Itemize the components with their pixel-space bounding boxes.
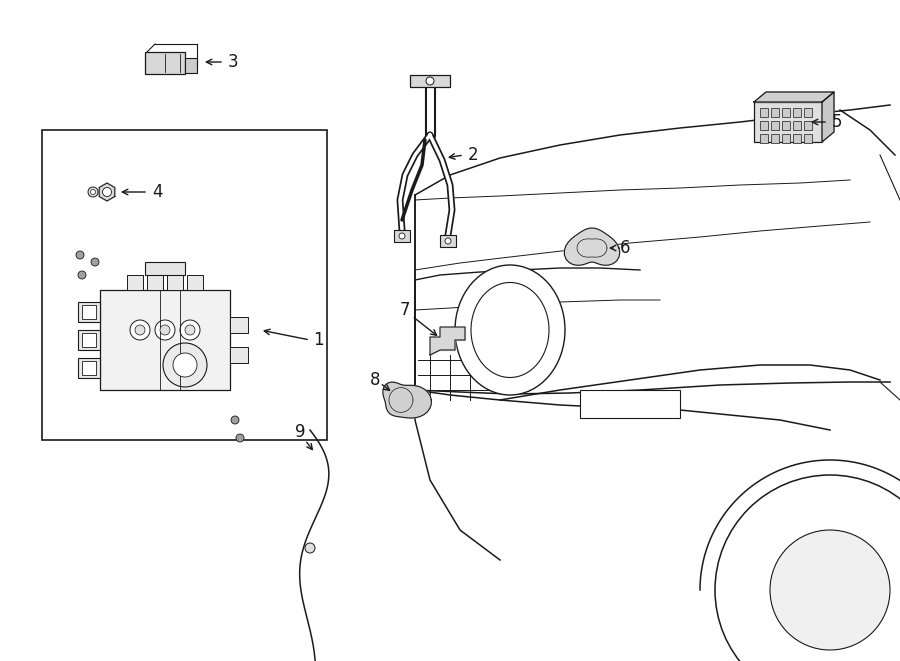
Circle shape bbox=[135, 325, 145, 335]
Bar bbox=[145, 52, 185, 74]
Polygon shape bbox=[564, 228, 620, 265]
Circle shape bbox=[399, 233, 405, 239]
Bar bbox=[167, 275, 183, 290]
Circle shape bbox=[76, 251, 84, 259]
Circle shape bbox=[103, 188, 112, 196]
Circle shape bbox=[163, 343, 207, 387]
Polygon shape bbox=[822, 92, 834, 142]
Circle shape bbox=[715, 475, 900, 661]
Circle shape bbox=[185, 325, 195, 335]
Bar bbox=[78, 302, 100, 322]
Bar bbox=[580, 390, 680, 418]
Circle shape bbox=[78, 271, 86, 279]
Text: 3: 3 bbox=[228, 53, 238, 71]
Bar bbox=[760, 121, 768, 130]
Text: 4: 4 bbox=[152, 183, 163, 201]
Bar bbox=[230, 347, 248, 363]
Bar bbox=[145, 262, 185, 275]
Circle shape bbox=[236, 434, 244, 442]
Bar bbox=[771, 121, 779, 130]
Ellipse shape bbox=[455, 265, 565, 395]
Polygon shape bbox=[382, 382, 431, 418]
Bar bbox=[804, 121, 812, 130]
Bar bbox=[793, 108, 801, 117]
Circle shape bbox=[91, 258, 99, 266]
Bar bbox=[78, 330, 100, 350]
Circle shape bbox=[180, 320, 200, 340]
Circle shape bbox=[445, 238, 451, 244]
Circle shape bbox=[426, 77, 434, 85]
Bar bbox=[42, 130, 327, 440]
Bar bbox=[771, 108, 779, 117]
Circle shape bbox=[305, 543, 315, 553]
Circle shape bbox=[231, 416, 239, 424]
Text: 5: 5 bbox=[832, 113, 842, 131]
Circle shape bbox=[173, 353, 197, 377]
Polygon shape bbox=[430, 327, 465, 355]
Bar bbox=[394, 230, 410, 242]
Polygon shape bbox=[99, 183, 115, 201]
Bar bbox=[410, 75, 450, 87]
Polygon shape bbox=[754, 92, 834, 102]
Bar bbox=[754, 102, 822, 142]
Bar bbox=[793, 121, 801, 130]
Circle shape bbox=[770, 530, 890, 650]
Text: 7: 7 bbox=[400, 301, 410, 319]
Circle shape bbox=[91, 190, 95, 194]
Bar bbox=[771, 134, 779, 143]
Circle shape bbox=[130, 320, 150, 340]
Bar bbox=[127, 275, 143, 290]
Bar bbox=[760, 134, 768, 143]
Text: 8: 8 bbox=[370, 371, 381, 389]
Bar bbox=[82, 333, 96, 347]
Text: 6: 6 bbox=[620, 239, 631, 257]
Bar bbox=[804, 134, 812, 143]
Text: 2: 2 bbox=[468, 146, 479, 164]
Text: 9: 9 bbox=[295, 423, 305, 441]
Bar bbox=[147, 275, 163, 290]
Bar bbox=[804, 108, 812, 117]
Ellipse shape bbox=[471, 282, 549, 377]
Bar bbox=[793, 134, 801, 143]
Circle shape bbox=[155, 320, 175, 340]
Bar bbox=[782, 108, 790, 117]
Bar bbox=[82, 305, 96, 319]
Circle shape bbox=[160, 325, 170, 335]
Bar bbox=[185, 58, 197, 73]
Bar bbox=[230, 317, 248, 333]
Bar bbox=[782, 121, 790, 130]
Circle shape bbox=[88, 187, 98, 197]
Bar bbox=[187, 275, 203, 290]
Text: 1: 1 bbox=[313, 331, 324, 349]
Bar bbox=[760, 108, 768, 117]
Bar bbox=[82, 361, 96, 375]
Bar bbox=[440, 235, 456, 247]
Bar bbox=[78, 358, 100, 378]
Bar bbox=[100, 290, 230, 390]
Bar bbox=[782, 134, 790, 143]
